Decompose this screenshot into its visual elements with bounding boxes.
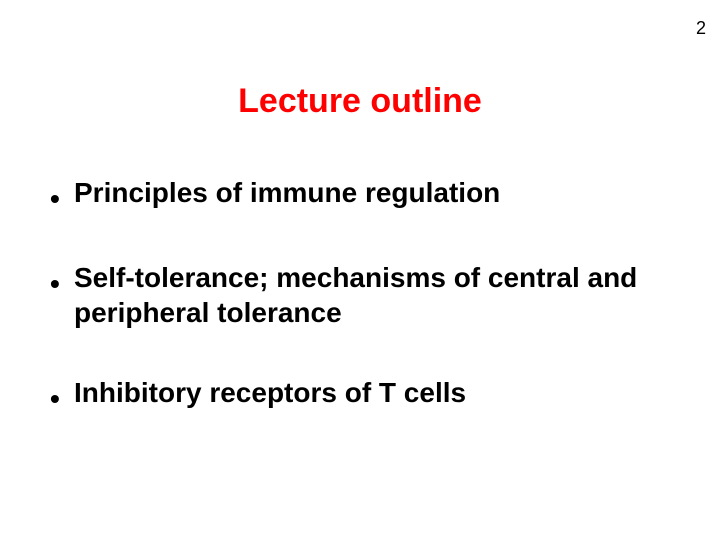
bullet-dot-icon: •	[50, 260, 74, 298]
bullet-dot-icon: •	[50, 175, 74, 213]
bullet-text: Principles of immune regulation	[74, 175, 680, 210]
bullet-item: •Inhibitory receptors of T cells	[50, 375, 680, 413]
page-number: 2	[696, 18, 706, 39]
bullet-item: •Self-tolerance; mechanisms of central a…	[50, 260, 680, 330]
bullet-list: •Principles of immune regulation•Self-to…	[50, 0, 680, 540]
bullet-item: •Principles of immune regulation	[50, 175, 680, 213]
bullet-text: Inhibitory receptors of T cells	[74, 375, 680, 410]
bullet-dot-icon: •	[50, 375, 74, 413]
bullet-text: Self-tolerance; mechanisms of central an…	[74, 260, 680, 330]
slide: 2 Lecture outline •Principles of immune …	[0, 0, 720, 540]
